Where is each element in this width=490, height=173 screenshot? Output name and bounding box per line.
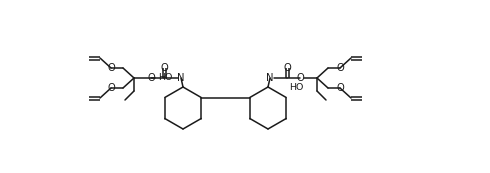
Text: O: O (296, 73, 304, 83)
Text: N: N (177, 73, 185, 83)
Text: O: O (107, 83, 115, 93)
Text: O: O (107, 63, 115, 73)
Text: HO: HO (289, 84, 303, 93)
Text: O: O (147, 73, 155, 83)
Text: O: O (336, 83, 344, 93)
Text: HO: HO (158, 74, 172, 83)
Text: N: N (266, 73, 274, 83)
Text: O: O (336, 63, 344, 73)
Text: O: O (160, 63, 168, 73)
Text: O: O (283, 63, 291, 73)
